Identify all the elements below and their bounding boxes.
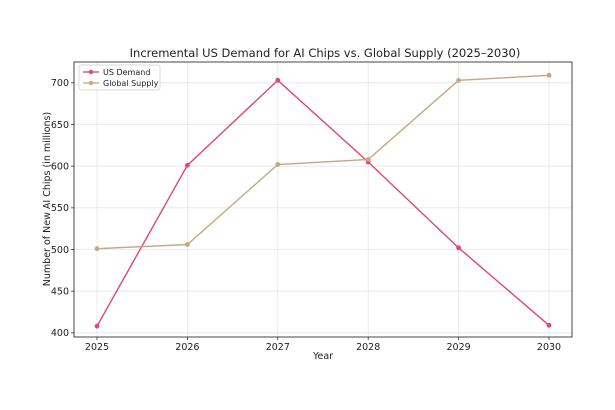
y-tick-label: 400 [51, 328, 69, 339]
x-tick-label: 2025 [85, 342, 109, 353]
x-tick-label: 2028 [356, 342, 380, 353]
legend-label-global-supply: Global Supply [103, 79, 159, 88]
data-point-us-demand [94, 323, 100, 329]
data-point-global-supply [546, 72, 552, 78]
legend: US Demand Global Supply [78, 64, 161, 91]
data-point-us-demand [275, 77, 281, 83]
legend-box [78, 64, 161, 91]
data-point-global-supply [185, 242, 190, 247]
chart-title: Incremental US Demand for AI Chips vs. G… [130, 46, 521, 60]
axis-ticks: 2025 2026 2027 2028 2029 2030 400 450 500 550 600 6… [51, 78, 561, 353]
y-tick-label: 500 [51, 245, 69, 256]
data-point-global-supply [456, 77, 461, 83]
y-tick-label: 700 [51, 78, 69, 89]
series-line-us-demand [96, 79, 550, 327]
series-group [94, 72, 552, 329]
legend-marker-us-demand [88, 69, 94, 75]
y-axis-label: Number of New AI Chips (in millions) [42, 112, 53, 286]
data-point-global-supply [275, 162, 281, 167]
y-tick-label: 600 [51, 161, 69, 172]
data-point-global-supply [94, 246, 100, 252]
y-tick-label: 450 [51, 286, 69, 297]
data-point-us-demand [546, 322, 552, 328]
grid [74, 62, 572, 337]
y-tick-label: 650 [51, 120, 69, 131]
y-tick-label: 550 [51, 203, 69, 214]
x-tick-label: 2027 [266, 342, 290, 353]
series-global-supply [94, 72, 552, 252]
plot-frame [73, 61, 573, 338]
x-tick-label: 2029 [447, 342, 471, 353]
x-tick-label: 2026 [175, 342, 199, 353]
data-point-us-demand [185, 162, 190, 168]
legend-marker-global-supply [88, 80, 94, 86]
x-tick-label: 2030 [537, 342, 561, 353]
x-axis-label: Year [312, 351, 333, 362]
series-us-demand [94, 77, 552, 329]
data-point-us-demand [456, 245, 461, 251]
legend-label-us-demand: US Demand [103, 68, 150, 77]
series-line-global-supply [96, 74, 550, 250]
data-point-global-supply [365, 157, 371, 162]
